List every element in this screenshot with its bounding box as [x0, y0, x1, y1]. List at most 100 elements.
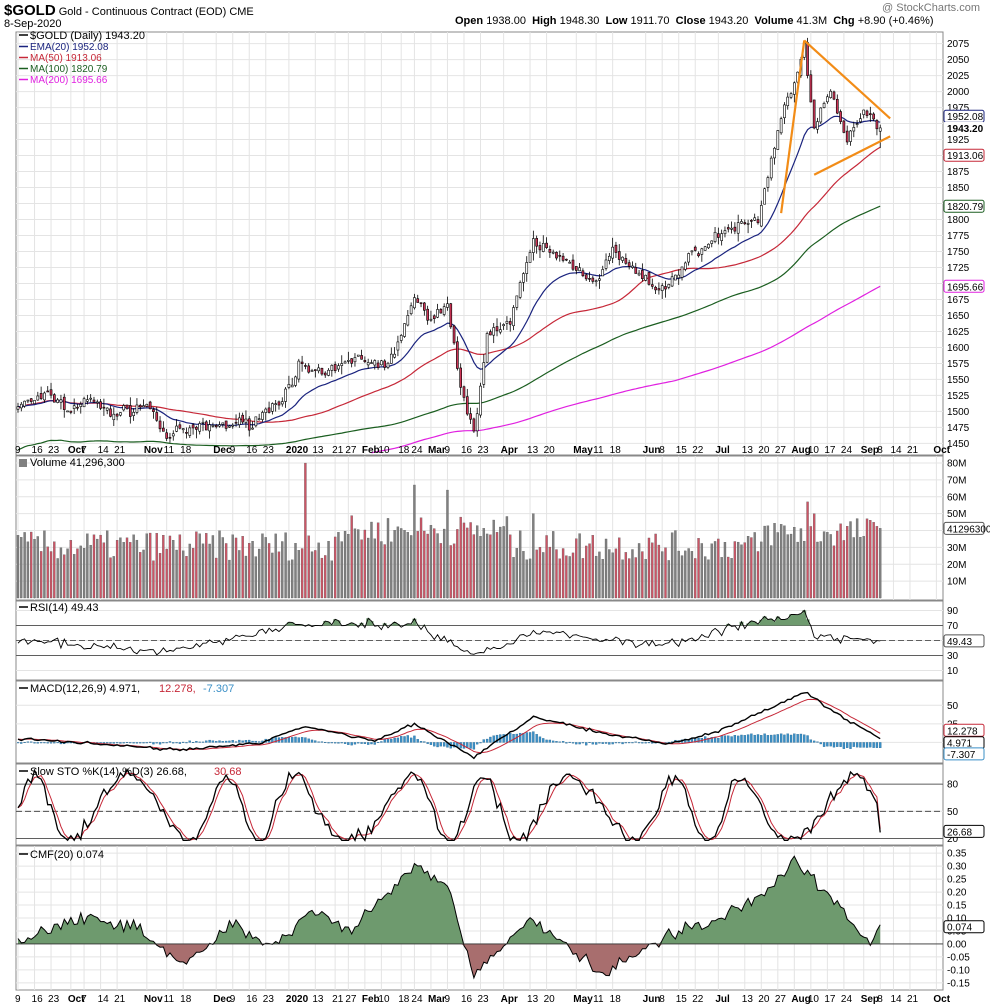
price-candle [829, 89, 833, 99]
x-tick-label: 18 [610, 445, 622, 456]
price-candle [317, 363, 320, 374]
price-candle [452, 324, 456, 345]
price-candle [753, 213, 757, 222]
candle-body [786, 96, 790, 107]
macd-histogram-bar [604, 742, 608, 744]
candle-body [485, 333, 489, 363]
tag-box [943, 920, 985, 934]
x-tick-label: 16 [461, 445, 473, 456]
candle-body [868, 113, 872, 116]
volume-bar [142, 549, 145, 599]
macd-histogram-bar [485, 738, 489, 743]
macd-histogram-bar [641, 742, 644, 744]
candle-body [86, 399, 89, 402]
price-candle [59, 394, 63, 410]
price-candle [548, 245, 552, 258]
macd-histogram-bar [69, 742, 73, 744]
x-tick-label: Jul [715, 994, 730, 1005]
macd-histogram-bar [578, 742, 581, 745]
volume-bar [608, 549, 611, 599]
macd-histogram-bar [476, 742, 479, 745]
candle-body [683, 262, 687, 270]
volume-bar [53, 541, 56, 599]
price-candle [175, 419, 178, 433]
candle-body [304, 365, 307, 367]
candle-body [119, 412, 122, 416]
x-tick-label: 17 [824, 445, 836, 456]
candle-body [594, 280, 598, 283]
candle-body [191, 424, 195, 429]
price-candle [475, 407, 479, 437]
volume-bar [842, 540, 846, 599]
price-candle [158, 416, 162, 433]
price-candle [76, 403, 79, 411]
candle-body [855, 123, 859, 125]
x-tick-label: 20 [758, 994, 770, 1005]
candle-body [204, 421, 208, 431]
price-candle [72, 398, 76, 415]
candle-body [370, 362, 373, 364]
macd-histogram-bar [859, 742, 862, 748]
price-candle [320, 367, 324, 376]
x-tick-label: 9 [230, 994, 236, 1005]
candle-body [198, 423, 202, 432]
price-candle [574, 266, 578, 275]
macd-histogram-bar [469, 742, 472, 749]
macd-histogram-bar [363, 742, 367, 744]
volume-bar [221, 537, 224, 599]
candle-body [769, 157, 773, 179]
macd-histogram-bar [327, 742, 330, 744]
cmf-y-tick-label: 0.10 [947, 914, 967, 925]
volume-bar [59, 547, 63, 599]
price-candle [119, 412, 122, 417]
rsi-y-tick-label: 90 [947, 606, 959, 617]
candle-body [383, 360, 387, 368]
candle-body [551, 251, 555, 254]
volume-bar [515, 548, 519, 599]
price-candle [634, 262, 638, 274]
macd-histogram-bar [869, 742, 872, 748]
x-tick-label: 14 [98, 994, 110, 1005]
volume-tag: 41296300 [943, 521, 990, 535]
price-candle [386, 361, 390, 370]
price-candle [393, 347, 396, 359]
candle-body [297, 360, 301, 380]
candle-body [687, 253, 690, 263]
candle-body [323, 372, 327, 376]
candle-body [776, 130, 780, 150]
volume-bar [637, 543, 641, 599]
volume-bar [859, 536, 862, 599]
candle-body [165, 432, 168, 439]
volume-bar [462, 522, 466, 599]
candle-body [806, 42, 809, 76]
candle-body [624, 258, 628, 264]
volume-bar [86, 533, 89, 599]
x-tick-label: 13 [742, 445, 754, 456]
macd-histogram-bar [862, 742, 865, 748]
volume-bar [631, 549, 634, 599]
volume-bar [102, 542, 106, 599]
macd-histogram-bar [836, 742, 839, 747]
tag-text: 1913.06 [947, 151, 984, 162]
candle-body [756, 219, 760, 224]
candle-body [502, 324, 505, 327]
price-candle [740, 219, 743, 224]
price-candle [313, 369, 317, 378]
macd-histogram-bar [651, 742, 654, 744]
volume-bar [525, 559, 528, 599]
candle-body [515, 295, 519, 308]
candle-body [274, 403, 278, 405]
price-candle [432, 314, 436, 324]
macd-histogram-bar [710, 737, 713, 743]
price-candle [66, 410, 69, 413]
price-candle [743, 219, 747, 226]
macd-histogram-bar [816, 741, 819, 743]
price-candle [733, 222, 737, 235]
candle-body [201, 421, 205, 424]
macd-histogram-bar [647, 742, 651, 744]
volume-bar [783, 525, 786, 599]
price-candle [588, 271, 591, 282]
macd-histogram-bar [697, 737, 700, 743]
x-tick-label: Mar [428, 994, 446, 1005]
candle-body [168, 436, 172, 439]
